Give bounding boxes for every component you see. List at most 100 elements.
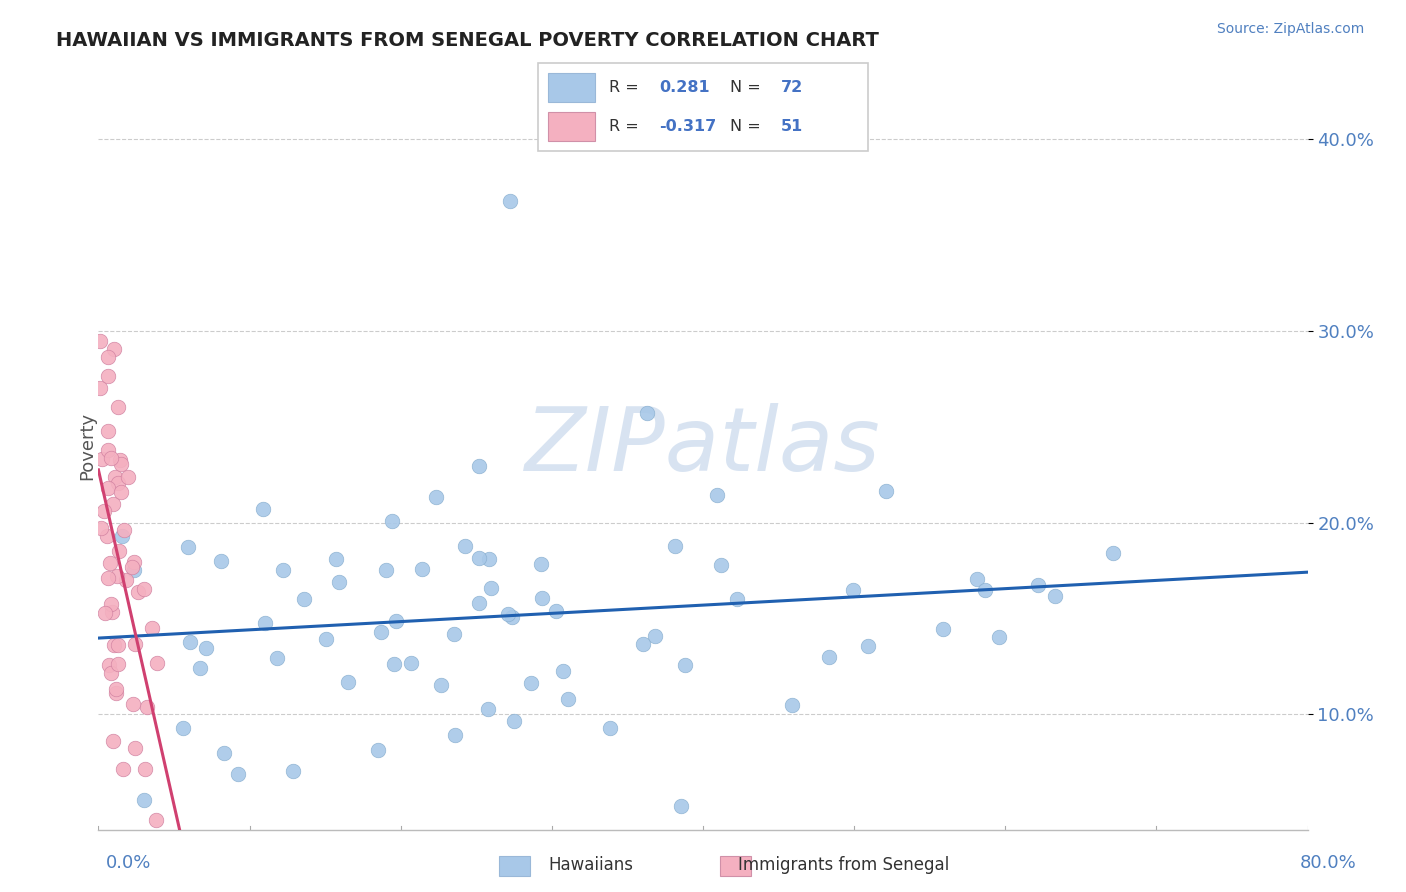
Text: N =: N = (730, 80, 761, 95)
FancyBboxPatch shape (548, 112, 595, 141)
Point (780, 698, 803, 712)
Point (468, 459, 491, 474)
Point (110, 484, 132, 499)
Point (382, 657, 405, 671)
Point (177, 540, 200, 554)
Point (842, 582, 865, 597)
Point (108, 544, 131, 558)
Point (111, 528, 134, 542)
Point (145, 813, 167, 827)
Point (124, 741, 146, 756)
Point (105, 681, 128, 696)
Point (467, 550, 489, 565)
Point (101, 605, 124, 619)
Point (725, 591, 748, 606)
Text: 80.0%: 80.0% (1301, 855, 1357, 872)
Point (100, 597, 122, 611)
Point (103, 497, 125, 511)
Point (599, 721, 621, 735)
Text: Immigrants from Senegal: Immigrants from Senegal (738, 856, 949, 874)
Point (107, 400, 129, 414)
Point (443, 728, 465, 742)
Point (375, 563, 398, 577)
Point (381, 514, 404, 528)
Text: R =: R = (609, 120, 644, 134)
Point (367, 743, 389, 757)
Point (104, 470, 127, 484)
Point (425, 491, 447, 505)
Point (496, 607, 519, 621)
Point (91, 452, 114, 467)
Point (121, 560, 143, 574)
Text: 0.281: 0.281 (659, 80, 710, 95)
Point (97, 351, 120, 365)
Point (136, 700, 159, 714)
Point (498, 194, 520, 208)
Point (132, 792, 155, 806)
Point (253, 615, 276, 630)
Point (636, 406, 658, 420)
Point (107, 657, 129, 672)
Point (90, 521, 112, 535)
Point (145, 656, 167, 670)
Point (673, 658, 696, 673)
Point (399, 656, 422, 670)
Point (107, 475, 129, 490)
Point (430, 678, 453, 692)
Point (111, 763, 134, 777)
Point (551, 665, 574, 679)
Point (1043, 589, 1066, 603)
Point (411, 562, 433, 576)
Point (124, 555, 146, 569)
Point (127, 584, 149, 599)
Text: -0.317: -0.317 (659, 120, 717, 134)
Point (103, 342, 125, 356)
Point (132, 582, 155, 596)
Text: 0.0%: 0.0% (105, 855, 150, 872)
FancyBboxPatch shape (548, 73, 595, 102)
Point (209, 554, 232, 568)
Text: ZIPatlas: ZIPatlas (526, 403, 880, 489)
Point (188, 661, 211, 675)
Point (108, 453, 131, 467)
Point (546, 604, 568, 618)
Point (122, 698, 145, 712)
Point (141, 621, 163, 635)
Point (89, 382, 111, 396)
Text: HAWAIIAN VS IMMIGRANTS FROM SENEGAL POVERTY CORRELATION CHART: HAWAIIAN VS IMMIGRANTS FROM SENEGAL POVE… (56, 31, 879, 50)
Point (100, 665, 122, 680)
Point (385, 614, 408, 628)
Point (477, 702, 499, 716)
Text: Hawaiians: Hawaiians (548, 856, 633, 874)
FancyBboxPatch shape (537, 63, 869, 151)
Point (644, 629, 666, 643)
Point (110, 458, 132, 472)
Point (124, 637, 146, 651)
Point (194, 640, 217, 655)
Point (266, 651, 288, 665)
Point (212, 746, 235, 760)
Point (226, 767, 249, 781)
Point (134, 762, 156, 776)
Point (97, 481, 120, 495)
Point (97, 571, 120, 585)
Point (1026, 577, 1049, 591)
Point (112, 523, 135, 537)
Point (252, 502, 274, 516)
Text: 51: 51 (780, 120, 803, 134)
Text: R =: R = (609, 80, 644, 95)
Point (283, 764, 305, 778)
Point (875, 483, 897, 498)
Point (501, 609, 523, 624)
Point (974, 582, 997, 597)
Point (103, 638, 125, 652)
Point (631, 637, 654, 651)
Point (315, 632, 337, 646)
Point (479, 581, 502, 595)
Point (664, 539, 686, 553)
Point (97, 443, 120, 458)
Point (93, 504, 115, 518)
Text: 72: 72 (780, 80, 803, 95)
Point (179, 635, 201, 649)
Text: N =: N = (730, 120, 761, 134)
